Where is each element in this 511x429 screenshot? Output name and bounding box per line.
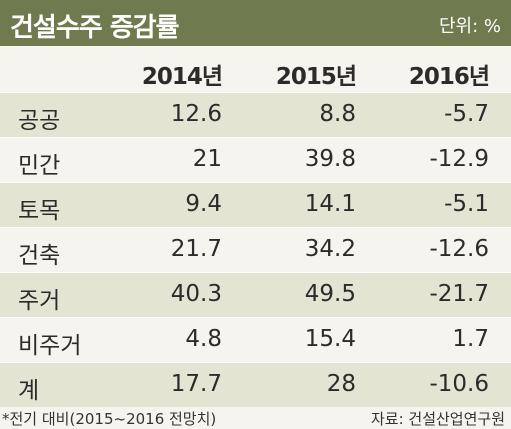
table-cell: 12.6: [170, 101, 222, 127]
table-cell: 1.7: [452, 326, 489, 352]
table-cell: -12.9: [429, 146, 489, 172]
table-cell: -10.6: [429, 371, 489, 397]
table-cell: 17.7: [170, 371, 222, 397]
table-cell: 15.4: [304, 326, 356, 352]
column-header-2016: 2016년: [408, 64, 490, 90]
table-row: 토목 9.4 14.1 -5.1: [0, 182, 511, 227]
table-cell: 28: [326, 371, 356, 397]
table-cell: 34.2: [304, 236, 356, 262]
row-label: 계: [18, 378, 40, 404]
table-cell: -21.7: [429, 281, 489, 307]
row-label: 공공: [18, 108, 61, 134]
table-row: 공공 12.6 8.8 -5.7: [0, 92, 511, 137]
source-note: 자료: 건설산업연구원: [370, 410, 505, 428]
table-row: 건축 21.7 34.2 -12.6: [0, 227, 511, 272]
table-cell: 21: [192, 146, 222, 172]
column-header-2015: 2015년: [275, 64, 357, 90]
footnote: *전기 대비(2015~2016 전망치): [2, 410, 217, 428]
table-cell: -5.1: [444, 191, 489, 217]
row-label: 건축: [18, 243, 61, 269]
unit-label: 단위: %: [438, 16, 501, 37]
column-header-row: 2014년 2015년 2016년: [0, 46, 511, 92]
table-cell: 49.5: [304, 281, 356, 307]
table-cell: 8.8: [319, 101, 356, 127]
row-label: 주거: [18, 288, 61, 314]
chart-title: 건설수주 증감률: [10, 13, 179, 43]
table-cell: -5.7: [444, 101, 489, 127]
table-row: 비주거 4.8 15.4 1.7: [0, 317, 511, 362]
title-bar: 건설수주 증감률 단위: %: [0, 0, 511, 46]
table-row: 주거 40.3 49.5 -21.7: [0, 272, 511, 317]
row-label: 비주거: [18, 333, 82, 359]
table-cell: 40.3: [170, 281, 222, 307]
table-row: 민간 21 39.8 -12.9: [0, 137, 511, 182]
footer: *전기 대비(2015~2016 전망치) 자료: 건설산업연구원: [0, 408, 511, 429]
table-row: 계 17.7 28 -10.6: [0, 362, 511, 407]
table-body: 공공 12.6 8.8 -5.7 민간 21 39.8 -12.9 토목 9.4…: [0, 92, 511, 407]
table-cell: 9.4: [185, 191, 222, 217]
table-cell: 21.7: [170, 236, 222, 262]
row-label: 민간: [18, 153, 61, 179]
table-cell: 4.8: [185, 326, 222, 352]
row-label: 토목: [18, 198, 61, 224]
table-cell: -12.6: [429, 236, 489, 262]
column-header-2014: 2014년: [141, 64, 223, 90]
table-cell: 39.8: [304, 146, 356, 172]
table-cell: 14.1: [304, 191, 356, 217]
